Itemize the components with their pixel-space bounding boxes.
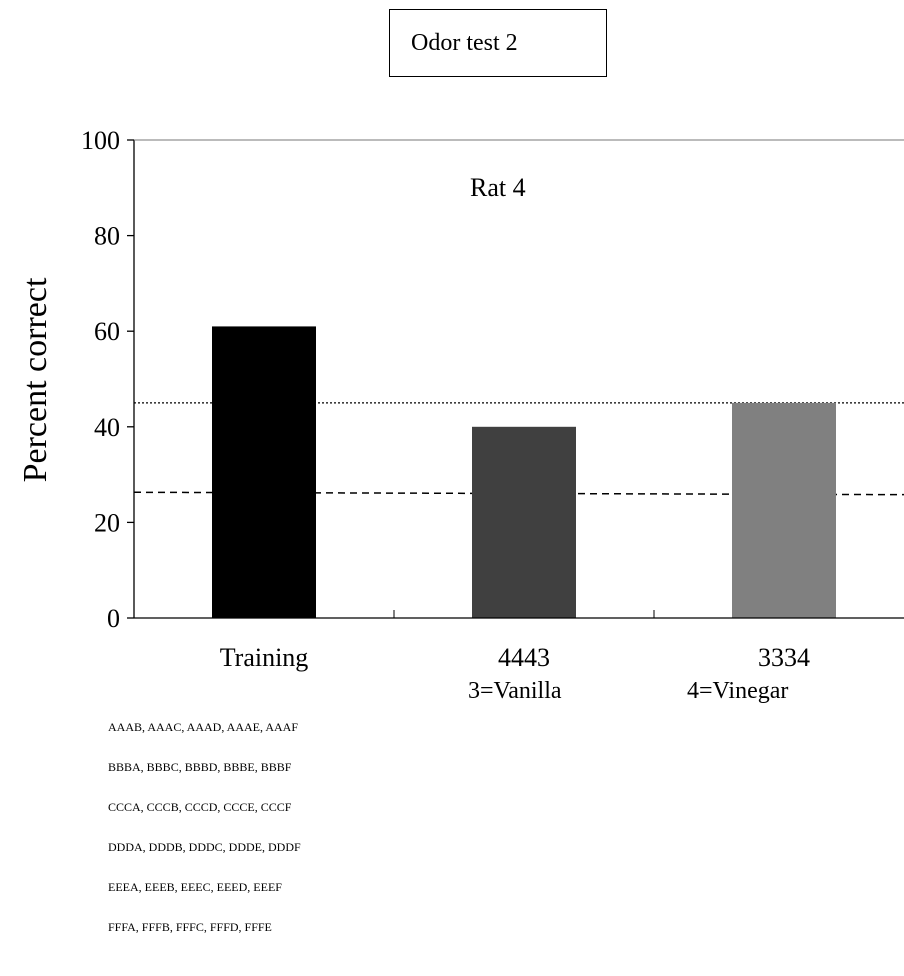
odor-set-item: FFFA, FFFB, FFFC, FFFD, FFFE: [108, 920, 272, 934]
bars: [212, 326, 836, 618]
test-label-box: Odor test 2: [389, 9, 607, 77]
x-tick-label: 3334: [758, 643, 810, 672]
bar-4443: [472, 426, 576, 618]
y-tick-labels: 0 20 40 60 80 100: [81, 126, 120, 633]
y-tick-label: 20: [94, 508, 120, 537]
odor-set-item: EEEA, EEEB, EEEC, EEED, EEEF: [108, 880, 282, 894]
odor-set-item: BBBA, BBBC, BBBD, BBBE, BBBF: [108, 760, 292, 774]
x-tick-label: 4443: [498, 643, 550, 672]
bar-3334: [732, 402, 836, 618]
odor-set-item: AAAB, AAAC, AAAD, AAAE, AAAF: [108, 720, 299, 734]
y-tick-label: 100: [81, 126, 120, 155]
annotation-vinegar: 4=Vinegar: [687, 678, 788, 704]
odor-set-item: DDDA, DDDB, DDDC, DDDE, DDDF: [108, 840, 301, 854]
annotation-vanilla: 3=Vanilla: [468, 678, 562, 704]
odor-set-item: CCCA, CCCB, CCCD, CCCE, CCCF: [108, 800, 292, 814]
y-axis-label: Percent correct: [17, 277, 54, 482]
bar-Training: [212, 326, 316, 618]
y-tick-label: 0: [107, 604, 120, 633]
y-tick-label: 40: [94, 413, 120, 442]
chart-title: Rat 4: [470, 173, 526, 202]
test-label: Odor test 2: [411, 30, 518, 56]
axes: [127, 139, 904, 619]
y-tick-label: 60: [94, 317, 120, 346]
x-tick-label: Training: [220, 643, 309, 672]
x-tick-labels: Training 4443 3334: [220, 643, 810, 672]
y-tick-label: 80: [94, 222, 120, 251]
odor-set-list: AAAB, AAAC, AAAD, AAAE, AAAF BBBA, BBBC,…: [108, 720, 301, 960]
